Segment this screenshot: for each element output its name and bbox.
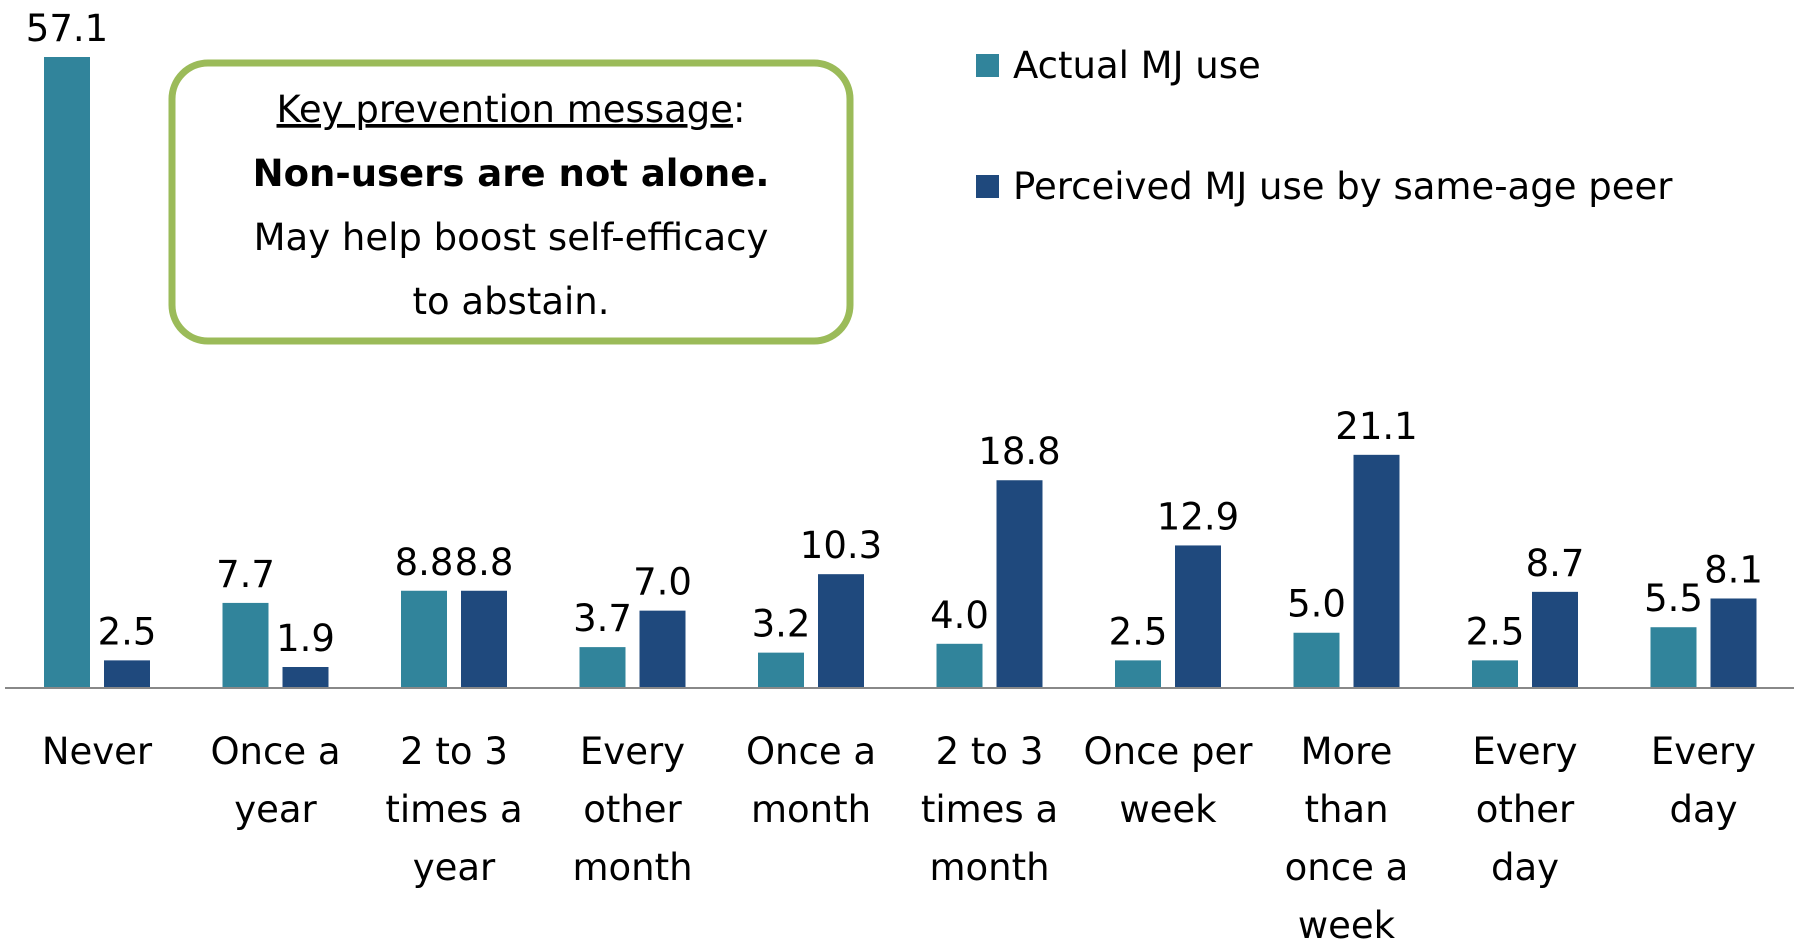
x-tick-label: Once a month <box>745 730 877 831</box>
value-label: 57.1 <box>26 7 108 50</box>
value-label: 3.2 <box>752 603 811 646</box>
x-tick-label: Every day <box>1650 730 1757 831</box>
value-label: 7.7 <box>216 553 275 596</box>
bar <box>758 652 804 688</box>
bar <box>44 57 90 688</box>
bar <box>1472 660 1518 688</box>
x-tick-label: Never <box>41 730 153 773</box>
x-tick-label: More than once a week <box>1284 730 1409 943</box>
bar <box>639 610 686 688</box>
bar <box>579 647 626 688</box>
annotation-box <box>168 59 854 345</box>
annotation-heading-line: Key prevention message: <box>277 88 746 131</box>
value-label: 12.9 <box>1157 495 1239 538</box>
annotation-heading: Key prevention message <box>277 88 734 131</box>
bar <box>1353 454 1400 688</box>
bar <box>936 643 983 688</box>
bar <box>1532 591 1578 688</box>
annotation-emphasis: Non-users are not alone. <box>253 152 770 195</box>
value-label: 2.5 <box>1109 610 1168 653</box>
bar <box>282 667 329 688</box>
value-label: 8.1 <box>1704 548 1763 591</box>
bar <box>1293 632 1340 688</box>
legend-label: Perceived MJ use by same-age peer <box>1013 165 1673 208</box>
value-label: 4.0 <box>930 594 989 637</box>
value-label: 21.1 <box>1335 405 1417 448</box>
annotation-colon: : <box>733 88 745 131</box>
x-tick-label: 2 to 3 times a month <box>920 730 1059 889</box>
x-tick-label: Every other day <box>1472 730 1578 889</box>
bar <box>1710 598 1757 688</box>
x-tick-label: 2 to 3 times a year <box>385 730 523 889</box>
value-label: 1.9 <box>276 617 335 660</box>
legend-swatch <box>976 175 999 198</box>
value-label: 2.5 <box>98 610 157 653</box>
bar <box>1650 627 1697 688</box>
value-label: 8.8 <box>395 541 454 584</box>
value-label: 5.5 <box>1644 577 1703 620</box>
value-label: 8.8 <box>455 541 514 584</box>
value-label: 10.3 <box>800 524 882 567</box>
annotation-body: to abstain. <box>412 280 609 323</box>
annotation-body: May help boost self-efficacy <box>254 216 769 259</box>
bar <box>222 602 269 688</box>
x-tick-label: Every other month <box>572 730 693 889</box>
value-label: 8.7 <box>1526 542 1585 585</box>
value-label: 3.7 <box>573 597 632 640</box>
bar <box>1175 545 1221 688</box>
legend-label: Actual MJ use <box>1013 44 1261 87</box>
value-label: 5.0 <box>1287 583 1346 626</box>
bar <box>818 574 864 688</box>
value-label: 7.0 <box>633 561 692 604</box>
value-label: 18.8 <box>978 430 1060 473</box>
bar <box>461 590 507 688</box>
bar <box>1115 660 1161 688</box>
bar <box>401 590 447 688</box>
value-label: 2.5 <box>1466 610 1525 653</box>
bar <box>996 480 1043 688</box>
bar <box>104 660 150 688</box>
x-tick-label: Once per week <box>1083 730 1253 831</box>
legend-swatch <box>976 54 999 77</box>
x-tick-label: Once a year <box>210 730 341 831</box>
